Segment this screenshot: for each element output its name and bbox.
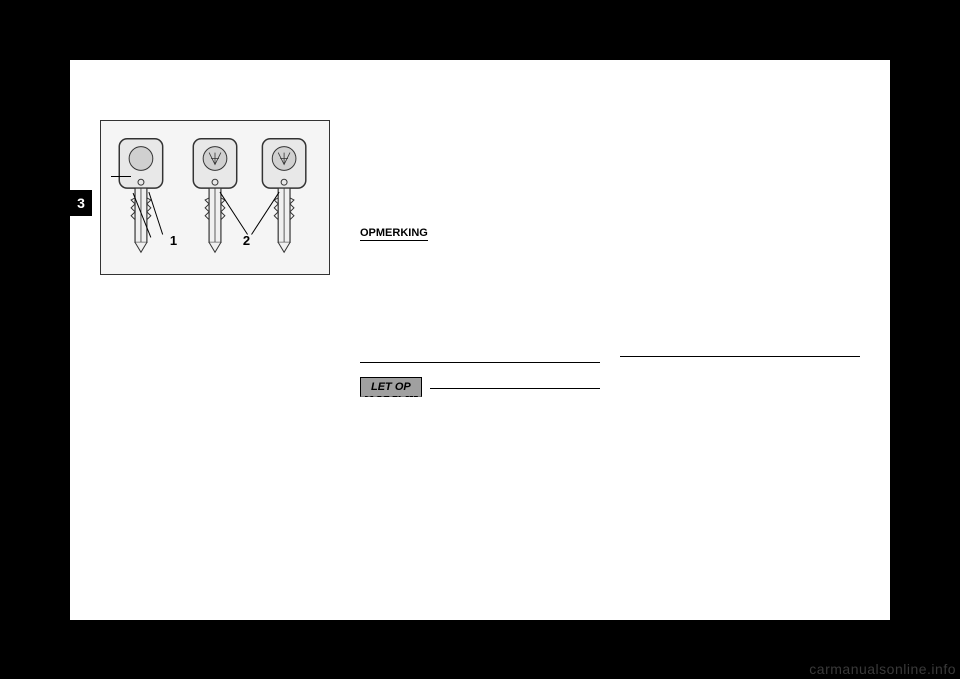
figure-labels: 1 2 <box>101 233 329 250</box>
divider-rule-1 <box>360 362 600 363</box>
keys-illustration <box>101 121 329 274</box>
column-layout: 1 2 Codeheregistrasiesleutel (rooie bui)… <box>100 120 860 590</box>
figure-caption-1: Codeheregistrasiesleutel (rooie bui) <box>100 275 340 287</box>
leader-line <box>111 176 131 177</box>
column-1: 1 2 Codeheregistrasiesleutel (rooie bui)… <box>100 120 340 590</box>
page-content: 3 <box>70 60 890 620</box>
opmerking-body: • Bewaar die standaardsleutel met 'n swa… <box>360 245 600 292</box>
chapter-tab: 3 <box>70 190 92 216</box>
col2-mid-spacer <box>360 296 600 356</box>
letop-body: ZORG DAT U DE CODEHEREGISTRASIESLEUTEL N… <box>360 395 600 418</box>
figure-label-2: 2 <box>243 233 250 250</box>
figure-label-1: 1 <box>170 233 177 250</box>
letop-label: LET OP <box>360 377 422 397</box>
column-3: Plaas geen sleutel naby magnete nie. Pla… <box>620 120 860 590</box>
key-figure: 1 2 <box>100 120 330 275</box>
opmerking-label: OPMERKING <box>360 226 428 241</box>
watermark: carmanualsonline.info <box>809 661 956 677</box>
col1-body: Dit voertuig is met 'n wegryblokkering t… <box>100 306 340 341</box>
col3-body: Plaas geen sleutel naby magnete nie. Pla… <box>620 120 860 155</box>
divider-rule-2 <box>620 356 860 357</box>
manual-page: 3 <box>70 60 890 620</box>
column-2: OPMERKING • Bewaar die standaardsleutel … <box>360 120 600 590</box>
col3-upper-spacer: Plaas geen sleutel naby magnete nie. Pla… <box>620 120 860 350</box>
letop-rule <box>430 388 600 389</box>
figure-caption-2: Standaardsleutels <box>100 291 340 303</box>
col2-upper-spacer <box>360 120 600 216</box>
